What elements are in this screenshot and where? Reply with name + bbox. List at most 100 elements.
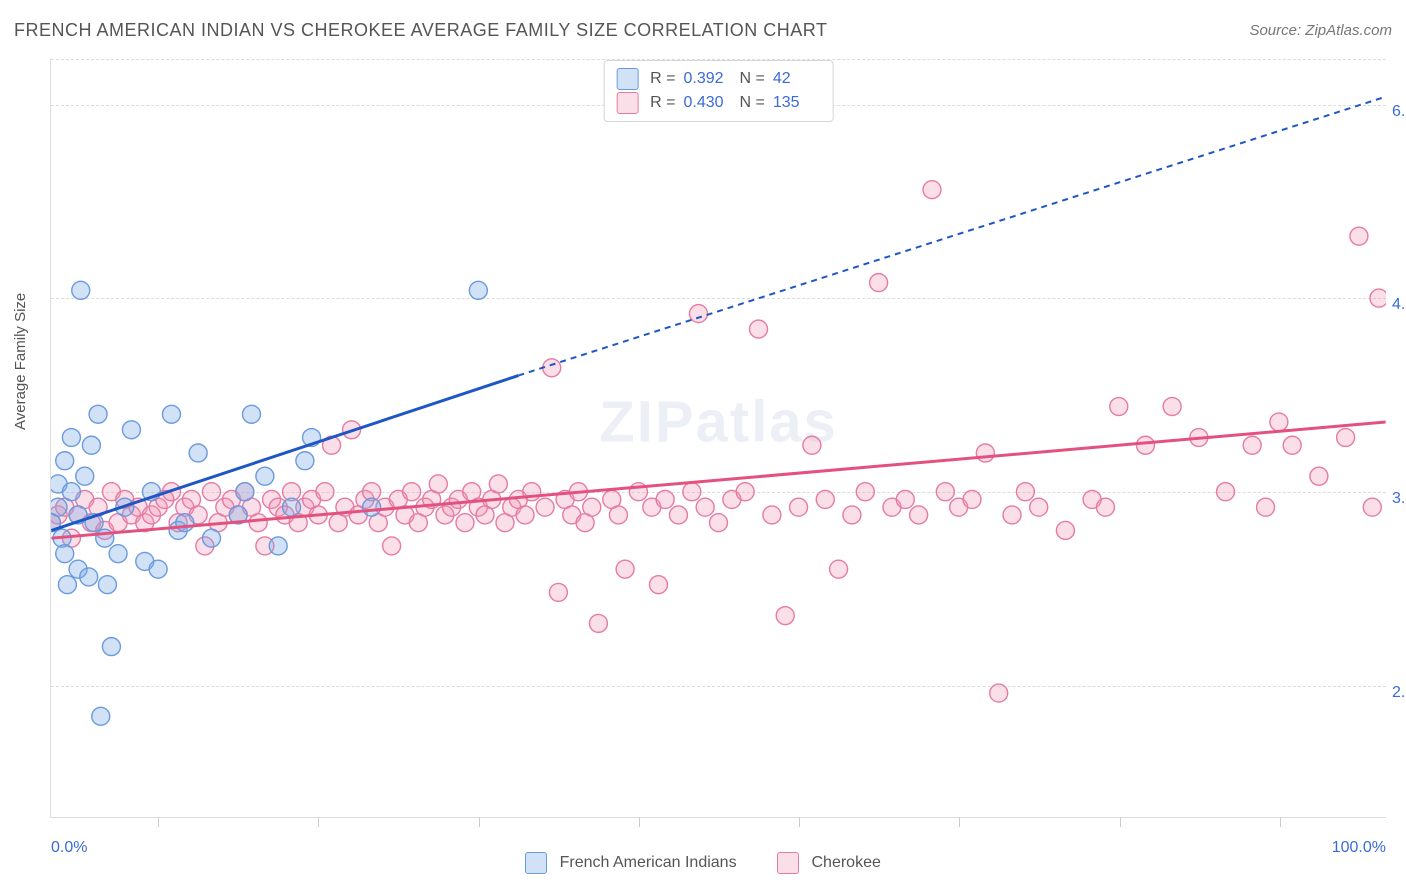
data-point-cherokee xyxy=(976,444,994,462)
x-tick xyxy=(1280,817,1281,827)
data-point-cherokee xyxy=(1056,521,1074,539)
n-value-cherokee: 135 xyxy=(773,91,821,115)
y-tick-label: 2.25 xyxy=(1392,684,1406,702)
source-label: Source: ZipAtlas.com xyxy=(1249,22,1392,39)
data-point-cherokee xyxy=(990,684,1008,702)
plot-svg xyxy=(51,58,1386,817)
n-label: N = xyxy=(740,67,765,91)
data-point-cherokee xyxy=(896,490,914,508)
r-value-french: 0.392 xyxy=(684,67,732,91)
data-point-cherokee xyxy=(589,614,607,632)
chart-title: FRENCH AMERICAN INDIAN VS CHEROKEE AVERA… xyxy=(14,20,827,40)
data-point-cherokee xyxy=(750,320,768,338)
data-point-french xyxy=(98,576,116,594)
data-point-cherokee xyxy=(549,583,567,601)
data-point-cherokee xyxy=(790,498,808,516)
data-point-french xyxy=(256,467,274,485)
y-tick-label: 6.00 xyxy=(1392,103,1406,121)
y-axis-label: Average Family Size xyxy=(12,293,29,430)
series-legend: French American Indians Cherokee xyxy=(0,852,1406,874)
data-point-french xyxy=(92,707,110,725)
data-point-french xyxy=(363,498,381,516)
data-point-cherokee xyxy=(696,498,714,516)
data-point-french xyxy=(176,514,194,532)
legend-label-french: French American Indians xyxy=(560,854,737,871)
trend-line-dashed-french xyxy=(518,97,1385,376)
data-point-cherokee xyxy=(1337,429,1355,447)
data-point-cherokee xyxy=(383,537,401,555)
data-point-cherokee xyxy=(1030,498,1048,516)
data-point-cherokee xyxy=(649,576,667,594)
data-point-cherokee xyxy=(1363,498,1381,516)
data-point-cherokee xyxy=(689,305,707,323)
data-point-cherokee xyxy=(202,483,220,501)
swatch-cherokee xyxy=(616,92,638,114)
data-point-cherokee xyxy=(870,274,888,292)
data-point-cherokee xyxy=(1096,498,1114,516)
data-point-cherokee xyxy=(489,475,507,493)
data-point-cherokee xyxy=(1110,398,1128,416)
data-point-cherokee xyxy=(923,181,941,199)
data-point-cherokee xyxy=(1016,483,1034,501)
data-point-french xyxy=(202,529,220,547)
data-point-cherokee xyxy=(736,483,754,501)
data-point-french xyxy=(122,421,140,439)
swatch-french-icon xyxy=(525,852,547,874)
r-value-cherokee: 0.430 xyxy=(684,91,732,115)
data-point-cherokee xyxy=(910,506,928,524)
data-point-french xyxy=(469,281,487,299)
data-point-french xyxy=(72,281,90,299)
data-point-french xyxy=(109,545,127,563)
swatch-cherokee-icon xyxy=(777,852,799,874)
data-point-french xyxy=(189,444,207,462)
data-point-french xyxy=(162,405,180,423)
data-point-cherokee xyxy=(803,436,821,454)
data-point-cherokee xyxy=(1283,436,1301,454)
data-point-cherokee xyxy=(1217,483,1235,501)
data-point-cherokee xyxy=(1350,227,1368,245)
data-point-cherokee xyxy=(1270,413,1288,431)
r-label: R = xyxy=(650,91,675,115)
data-point-cherokee xyxy=(669,506,687,524)
data-point-cherokee xyxy=(609,506,627,524)
data-point-french xyxy=(76,467,94,485)
data-point-cherokee xyxy=(683,483,701,501)
x-tick xyxy=(799,817,800,827)
chart-container: FRENCH AMERICAN INDIAN VS CHEROKEE AVERA… xyxy=(0,0,1406,892)
data-point-cherokee xyxy=(616,560,634,578)
data-point-french xyxy=(243,405,261,423)
legend-item-cherokee: Cherokee xyxy=(777,854,881,871)
x-tick xyxy=(959,817,960,827)
x-tick xyxy=(639,817,640,827)
data-point-cherokee xyxy=(249,514,267,532)
data-point-cherokee xyxy=(710,514,728,532)
data-point-french xyxy=(149,560,167,578)
data-point-cherokee xyxy=(516,506,534,524)
data-point-cherokee xyxy=(1257,498,1275,516)
data-point-cherokee xyxy=(1243,436,1261,454)
data-point-cherokee xyxy=(429,475,447,493)
data-point-cherokee xyxy=(830,560,848,578)
legend-item-french: French American Indians xyxy=(525,854,741,871)
n-label: N = xyxy=(740,91,765,115)
data-point-cherokee xyxy=(536,498,554,516)
data-point-cherokee xyxy=(1310,467,1328,485)
data-point-cherokee xyxy=(403,483,421,501)
data-point-french xyxy=(80,568,98,586)
stats-row-french: R = 0.392 N = 42 xyxy=(616,67,821,91)
plot-area: R = 0.392 N = 42 R = 0.430 N = 135 ZIPat… xyxy=(50,58,1386,818)
data-point-french xyxy=(102,638,120,656)
data-point-cherokee xyxy=(316,483,334,501)
stats-legend: R = 0.392 N = 42 R = 0.430 N = 135 xyxy=(603,60,834,122)
data-point-cherokee xyxy=(1163,398,1181,416)
swatch-french xyxy=(616,68,638,90)
data-point-french xyxy=(296,452,314,470)
data-point-cherokee xyxy=(816,490,834,508)
x-tick xyxy=(318,817,319,827)
data-point-french xyxy=(236,483,254,501)
data-point-french xyxy=(283,498,301,516)
data-point-french xyxy=(62,429,80,447)
data-point-french xyxy=(51,498,67,516)
data-point-french xyxy=(269,537,287,555)
data-point-cherokee xyxy=(656,490,674,508)
